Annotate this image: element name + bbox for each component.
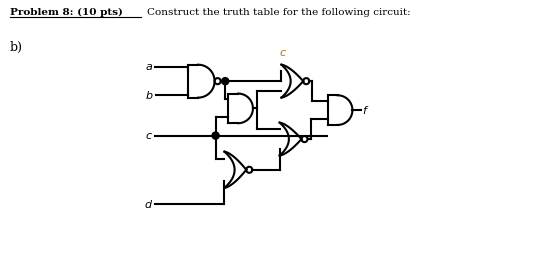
Circle shape <box>212 132 219 139</box>
Text: b): b) <box>10 41 22 54</box>
Text: $d$: $d$ <box>144 198 154 210</box>
Text: $c$: $c$ <box>279 48 287 58</box>
Text: $b$: $b$ <box>145 89 154 101</box>
Text: Construct the truth table for the following circuit:: Construct the truth table for the follow… <box>147 8 411 17</box>
Circle shape <box>221 78 229 85</box>
Text: $c$: $c$ <box>146 131 154 141</box>
Text: $a$: $a$ <box>145 62 154 72</box>
Text: $f$: $f$ <box>362 104 369 116</box>
Text: Problem 8: (10 pts): Problem 8: (10 pts) <box>10 8 123 17</box>
